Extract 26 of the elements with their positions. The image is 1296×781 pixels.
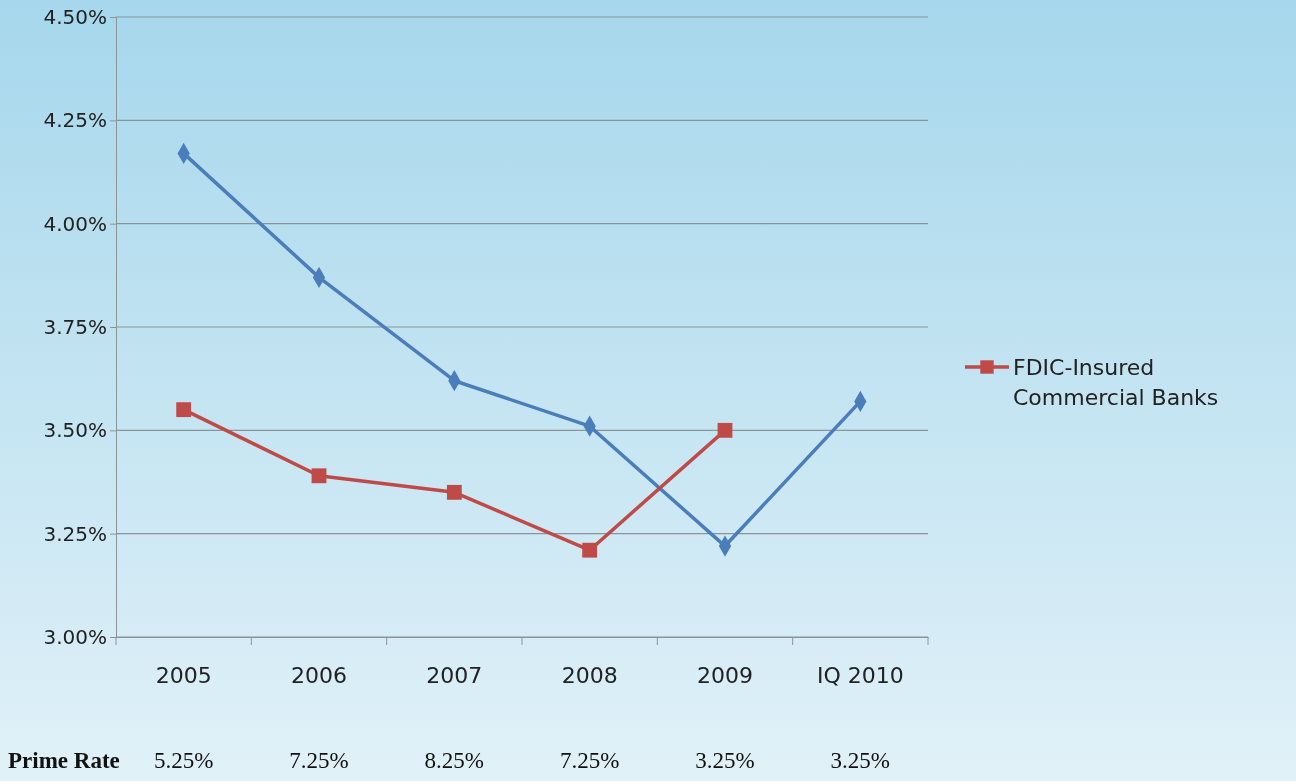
y-tick-label: 3.75% bbox=[43, 314, 107, 339]
text: 7.25% bbox=[559, 748, 620, 773]
text: Prime Rate bbox=[8, 748, 120, 773]
point bbox=[446, 484, 462, 500]
x-tick-label: 2007 bbox=[426, 662, 483, 688]
y-tick-label: 4.50% bbox=[43, 4, 107, 29]
x-tick-label: 2008 bbox=[561, 662, 618, 688]
x-tick-label: IQ 2010 bbox=[816, 662, 904, 688]
legend-label: FDIC-Insured Commercial Banks bbox=[1013, 355, 1219, 410]
y-tick-label: 3.50% bbox=[43, 418, 107, 443]
y-tick-label: 4.00% bbox=[43, 211, 107, 236]
point bbox=[582, 542, 598, 558]
text: 3.25% bbox=[830, 748, 891, 773]
text: 3.25% bbox=[695, 748, 755, 773]
point bbox=[717, 422, 733, 438]
point bbox=[311, 468, 327, 484]
y-tick-label: 3.25% bbox=[43, 521, 107, 546]
text: 5.25% bbox=[153, 748, 214, 773]
y-tick-label: 4.25% bbox=[43, 108, 107, 133]
y-tick-label: 3.00% bbox=[43, 624, 107, 649]
x-tick-label: 2005 bbox=[155, 662, 212, 688]
x-tick-label: 2006 bbox=[291, 662, 347, 688]
text: 7.25% bbox=[289, 748, 349, 773]
point bbox=[176, 402, 192, 418]
text: 8.25% bbox=[424, 748, 485, 773]
x-tick-label: 2009 bbox=[697, 662, 753, 688]
